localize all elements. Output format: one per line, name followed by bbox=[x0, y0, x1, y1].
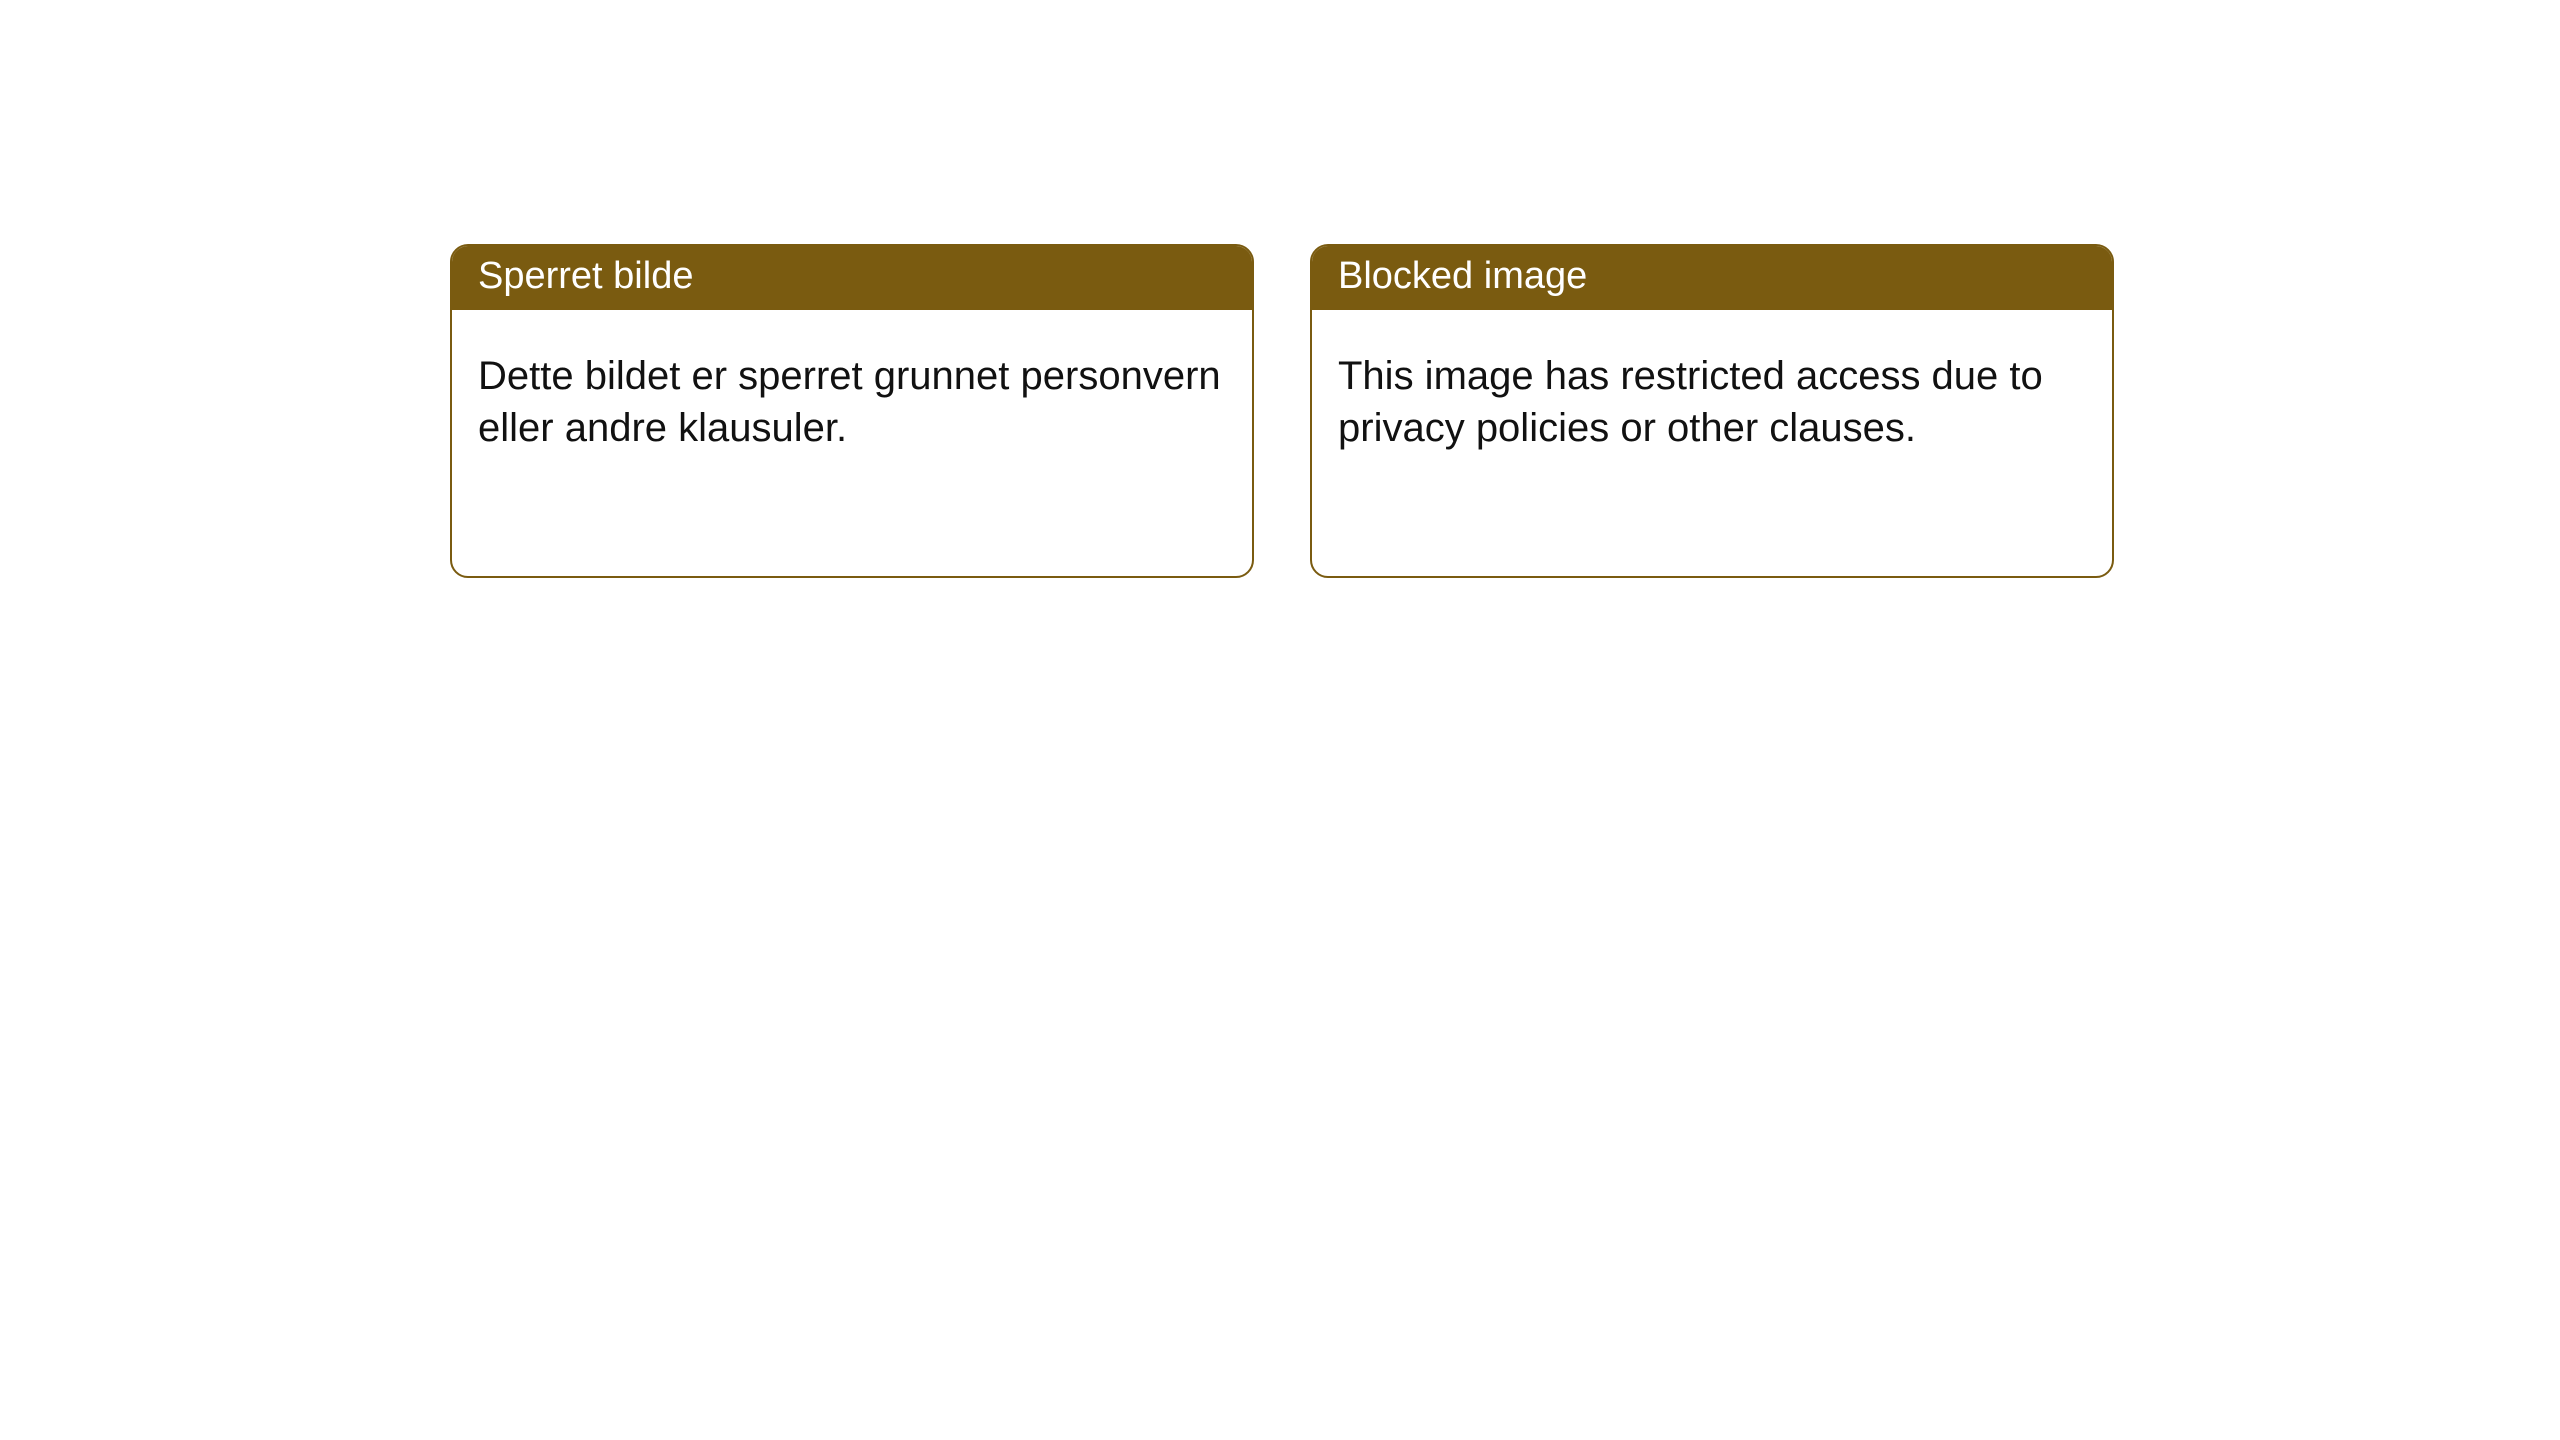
notice-body-no: Dette bildet er sperret grunnet personve… bbox=[452, 310, 1252, 480]
notice-title-no: Sperret bilde bbox=[452, 246, 1252, 310]
notice-card-en: Blocked image This image has restricted … bbox=[1310, 244, 2114, 578]
notice-body-en: This image has restricted access due to … bbox=[1312, 310, 2112, 480]
notice-container: Sperret bilde Dette bildet er sperret gr… bbox=[0, 0, 2560, 578]
notice-card-no: Sperret bilde Dette bildet er sperret gr… bbox=[450, 244, 1254, 578]
notice-title-en: Blocked image bbox=[1312, 246, 2112, 310]
